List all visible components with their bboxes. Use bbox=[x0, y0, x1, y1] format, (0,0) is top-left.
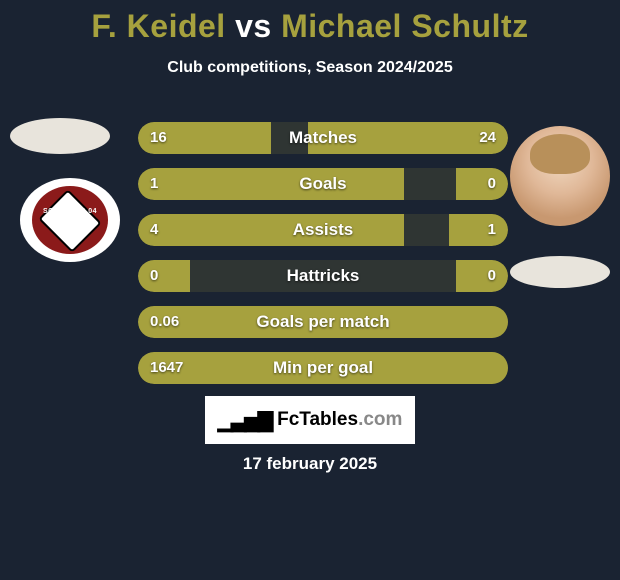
stat-label: Min per goal bbox=[138, 352, 508, 384]
vs-label: vs bbox=[235, 8, 272, 44]
stat-row: 0Hattricks0 bbox=[138, 260, 508, 292]
branding-text: FcTables.com bbox=[277, 409, 402, 431]
page-title: F. Keidel vs Michael Schultz bbox=[0, 0, 620, 45]
player2-club-badge bbox=[510, 256, 610, 288]
branding-main: FcTables bbox=[277, 409, 358, 430]
chart-icon: ▁▃▅▇ bbox=[218, 408, 272, 433]
stat-label: Hattricks bbox=[138, 260, 508, 292]
stat-value-right: 1 bbox=[488, 214, 496, 246]
stat-value-right: 0 bbox=[488, 260, 496, 292]
stat-label: Matches bbox=[138, 122, 508, 154]
stat-row: 16Matches24 bbox=[138, 122, 508, 154]
stat-label: Assists bbox=[138, 214, 508, 246]
stat-value-right: 0 bbox=[488, 168, 496, 200]
stat-value-right: 24 bbox=[479, 122, 496, 154]
branding-grey: .com bbox=[358, 409, 402, 430]
stat-label: Goals per match bbox=[138, 306, 508, 338]
stat-row: 0.06Goals per match bbox=[138, 306, 508, 338]
player1-name: F. Keidel bbox=[91, 8, 225, 44]
stat-row: 1647Min per goal bbox=[138, 352, 508, 384]
player2-avatar bbox=[510, 126, 610, 226]
player2-name: Michael Schultz bbox=[281, 8, 529, 44]
stat-row: 4Assists1 bbox=[138, 214, 508, 246]
player1-avatar bbox=[10, 118, 110, 154]
stats-bars: 16Matches241Goals04Assists10Hattricks00.… bbox=[138, 122, 508, 398]
date-label: 17 february 2025 bbox=[0, 454, 620, 474]
player1-club-badge bbox=[20, 178, 120, 262]
branding-box[interactable]: ▁▃▅▇ FcTables.com bbox=[205, 396, 415, 444]
stat-label: Goals bbox=[138, 168, 508, 200]
stat-row: 1Goals0 bbox=[138, 168, 508, 200]
subtitle: Club competitions, Season 2024/2025 bbox=[0, 59, 620, 77]
